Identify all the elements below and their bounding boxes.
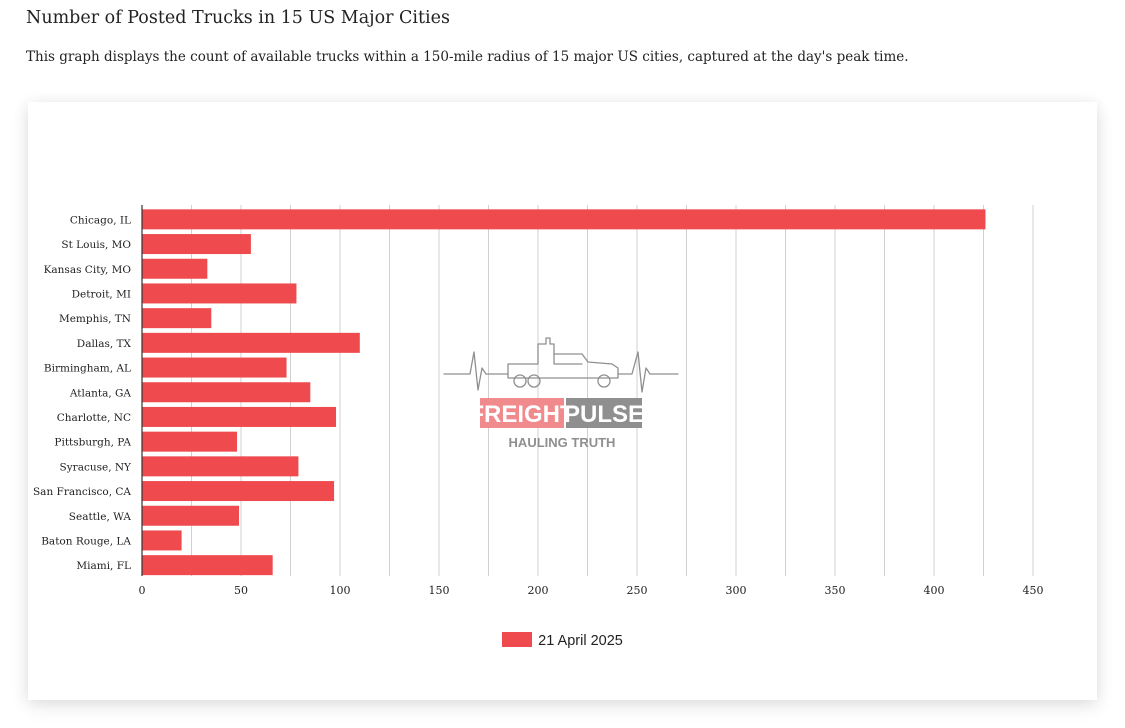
bar (142, 283, 297, 304)
category-label: Memphis, TN (59, 313, 131, 325)
category-label: Atlanta, GA (69, 387, 132, 399)
category-label: Miami, FL (76, 560, 131, 572)
bar (142, 530, 182, 551)
brand-red-block (480, 398, 564, 428)
x-tick-label: 150 (429, 584, 450, 597)
brand-word-freight: FREIGHT (469, 401, 575, 428)
x-tick-label: 300 (726, 584, 747, 597)
category-label: Syracuse, NY (60, 461, 133, 473)
x-tick-label: 350 (825, 584, 846, 597)
category-label: Kansas City, MO (44, 264, 132, 276)
bar (142, 505, 240, 526)
bar (142, 555, 273, 576)
page-description: This graph displays the count of availab… (26, 49, 909, 65)
chart-card: Chicago, IL St Louis, MO Kansas City, MO De… (28, 102, 1097, 700)
bar-chart: Chicago, IL St Louis, MO Kansas City, MO De… (33, 205, 1044, 597)
x-tick-label: 200 (528, 584, 549, 597)
category-label: Seattle, WA (69, 511, 132, 523)
x-tick-label: 400 (924, 584, 945, 597)
x-tick-label: 100 (330, 584, 351, 597)
bar (142, 332, 360, 353)
bar (142, 308, 212, 329)
bar (142, 357, 287, 378)
category-label: Dallas, TX (77, 338, 132, 350)
legend-label: 21 April 2025 (538, 633, 623, 649)
category-label: San Francisco, CA (33, 486, 131, 498)
category-label: Charlotte, NC (57, 412, 131, 424)
category-label: Pittsburgh, PA (54, 437, 131, 449)
x-tick-label: 450 (1023, 584, 1044, 597)
page-title: Number of Posted Trucks in 15 US Major C… (26, 8, 450, 28)
bar (142, 481, 335, 502)
legend-swatch (502, 632, 533, 647)
bar (142, 258, 208, 279)
bar (142, 406, 337, 427)
bar (142, 234, 251, 255)
freight-pulse-watermark: FREIGHT PULSE HAULING TRUTH (442, 334, 682, 454)
chart-legend: 21 April 2025 (28, 632, 1097, 649)
truck-heartbeat-icon: FREIGHT PULSE HAULING TRUTH (443, 337, 679, 450)
x-tick-label: 250 (627, 584, 648, 597)
category-label: Baton Rouge, LA (41, 535, 131, 547)
category-label: Birmingham, AL (44, 363, 131, 375)
category-label: St Louis, MO (61, 239, 131, 251)
brand-tagline: HAULING TRUTH (509, 435, 616, 450)
truck-heartbeat-lines (443, 337, 679, 393)
bar (142, 456, 299, 477)
category-label: Chicago, IL (70, 214, 131, 226)
bar (142, 209, 986, 230)
brand-word-pulse: PULSE (564, 401, 644, 428)
category-label: Detroit, MI (72, 288, 131, 300)
x-tick-label: 0 (139, 584, 146, 597)
x-tick-label: 50 (234, 584, 248, 597)
bar (142, 382, 311, 403)
bar (142, 431, 238, 452)
brand-gray-block (566, 398, 642, 428)
